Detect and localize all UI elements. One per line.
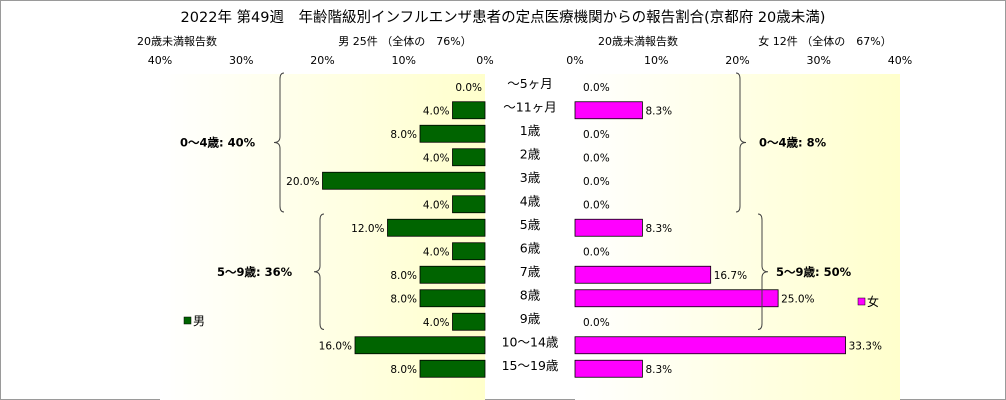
category-label: 3歳 bbox=[520, 170, 541, 185]
female-value-label: 0.0% bbox=[583, 152, 610, 164]
category-label: 1歳 bbox=[520, 123, 541, 138]
male-value-label: 8.0% bbox=[390, 129, 417, 141]
category-label: 2歳 bbox=[520, 146, 541, 161]
category-label: 7歳 bbox=[520, 264, 541, 279]
male-value-label: 4.0% bbox=[423, 199, 450, 211]
left-axis-ticks: 40% 30% 20% 10% 0% bbox=[148, 54, 494, 67]
legend-male-label: 男 bbox=[193, 314, 205, 328]
male-value-label: 4.0% bbox=[423, 152, 450, 164]
category-label: 6歳 bbox=[520, 240, 541, 255]
left-header-count-label: 20歳未満報告数 bbox=[137, 35, 217, 48]
male-value-label: 8.0% bbox=[390, 293, 417, 305]
category-label: 15～19歳 bbox=[502, 358, 559, 373]
female-value-label: 0.0% bbox=[583, 129, 610, 141]
right-axis-ticks: 0% 10% 20% 30% 40% bbox=[566, 54, 912, 67]
female-bar bbox=[574, 359, 643, 378]
right-tick-label: 20% bbox=[725, 54, 749, 67]
female-value-label: 8.3% bbox=[645, 223, 672, 235]
left-header-summary: 男 25件 （全体の 76%） bbox=[338, 34, 471, 48]
right-series-bars: 0.0% 8.3% 0.0% 0.0% 0.0% 0.0% 8.3% 0.0% 16.7% 25.… bbox=[574, 82, 882, 378]
female-bar bbox=[574, 218, 643, 237]
male-bar bbox=[452, 101, 486, 120]
male-value-label: 4.0% bbox=[423, 317, 450, 329]
male-bar bbox=[419, 359, 486, 378]
left-tick-label: 40% bbox=[148, 54, 172, 67]
male-value-label: 20.0% bbox=[286, 176, 319, 188]
right-tick-label: 40% bbox=[888, 54, 912, 67]
right-tick-label: 0% bbox=[566, 54, 583, 67]
category-label: ～5ヶ月 bbox=[507, 76, 552, 91]
male-group-label: 0～4歳: 40% bbox=[180, 136, 256, 150]
chart-title: 2022年 第49週 年齢階級別インフルエンザ患者の定点医療機関からの報告割合(… bbox=[181, 8, 826, 26]
legend-female-swatch bbox=[857, 297, 866, 306]
male-value-label: 0.0% bbox=[455, 82, 482, 94]
left-tick-label: 20% bbox=[310, 54, 334, 67]
right-tick-label: 30% bbox=[807, 54, 831, 67]
female-value-label: 0.0% bbox=[583, 246, 610, 258]
age-group-braces: 0～4歳: 40% 5～9歳: 36% 0～4歳: 8% 5～9歳: 50% bbox=[180, 72, 852, 330]
left-tick-label: 10% bbox=[392, 54, 416, 67]
male-bar bbox=[354, 336, 486, 355]
female-group-label: 5～9歳: 50% bbox=[776, 265, 852, 279]
male-bar bbox=[452, 242, 486, 261]
female-bar bbox=[574, 289, 779, 308]
male-bar bbox=[452, 312, 486, 331]
left-tick-label: 0% bbox=[476, 54, 493, 67]
legend-male-swatch bbox=[183, 316, 192, 325]
female-bar bbox=[574, 265, 712, 284]
male-bar bbox=[387, 218, 486, 237]
male-value-label: 8.0% bbox=[390, 270, 417, 282]
female-value-label: 25.0% bbox=[781, 293, 814, 305]
male-value-label: 4.0% bbox=[423, 105, 450, 117]
right-tick-label: 10% bbox=[644, 54, 668, 67]
female-group-brace bbox=[735, 72, 747, 213]
female-group-label: 0～4歳: 8% bbox=[759, 136, 827, 150]
male-bar bbox=[419, 289, 486, 308]
category-label: ～11ヶ月 bbox=[503, 99, 556, 114]
category-labels: ～5ヶ月 ～11ヶ月 1歳 2歳 3歳 4歳 5歳 6歳 7歳 8歳 9歳 10～14歳 15～19歳 bbox=[502, 76, 559, 373]
female-bar bbox=[574, 101, 643, 120]
male-bar bbox=[419, 265, 486, 284]
male-bar bbox=[452, 195, 486, 214]
category-label: 10～14歳 bbox=[502, 334, 559, 349]
female-value-label: 33.3% bbox=[849, 340, 882, 352]
male-bar bbox=[452, 148, 486, 167]
category-label: 4歳 bbox=[520, 193, 541, 208]
male-bar bbox=[419, 124, 486, 143]
legend-female-label: 女 bbox=[867, 294, 879, 309]
category-label: 9歳 bbox=[520, 311, 541, 326]
female-value-label: 8.3% bbox=[645, 105, 672, 117]
male-bar bbox=[322, 171, 486, 190]
female-value-label: 16.7% bbox=[714, 270, 747, 282]
male-value-label: 16.0% bbox=[319, 340, 352, 352]
female-value-label: 0.0% bbox=[583, 199, 610, 211]
category-label: 5歳 bbox=[520, 217, 541, 232]
male-value-label: 12.0% bbox=[351, 223, 384, 235]
left-tick-label: 30% bbox=[229, 54, 253, 67]
left-series-bars: 0.0% 4.0% 8.0% 4.0% 20.0% 4.0% 12.0% 4.0% 8.0% 8.… bbox=[286, 82, 486, 378]
right-header-count-label: 20歳未満報告数 bbox=[598, 35, 678, 48]
female-group-brace bbox=[757, 213, 769, 330]
male-group-brace bbox=[313, 213, 325, 330]
female-value-label: 0.0% bbox=[583, 317, 610, 329]
female-value-label: 0.0% bbox=[583, 82, 610, 94]
right-header-summary: 女 12件 （全体の 67%） bbox=[758, 34, 891, 48]
male-group-label: 5～9歳: 36% bbox=[217, 265, 293, 279]
male-group-brace bbox=[273, 72, 285, 213]
female-bar bbox=[574, 336, 846, 355]
male-value-label: 4.0% bbox=[423, 246, 450, 258]
category-label: 8歳 bbox=[520, 287, 541, 302]
female-value-label: 0.0% bbox=[583, 176, 610, 188]
female-value-label: 8.3% bbox=[645, 364, 672, 376]
male-value-label: 8.0% bbox=[390, 364, 417, 376]
